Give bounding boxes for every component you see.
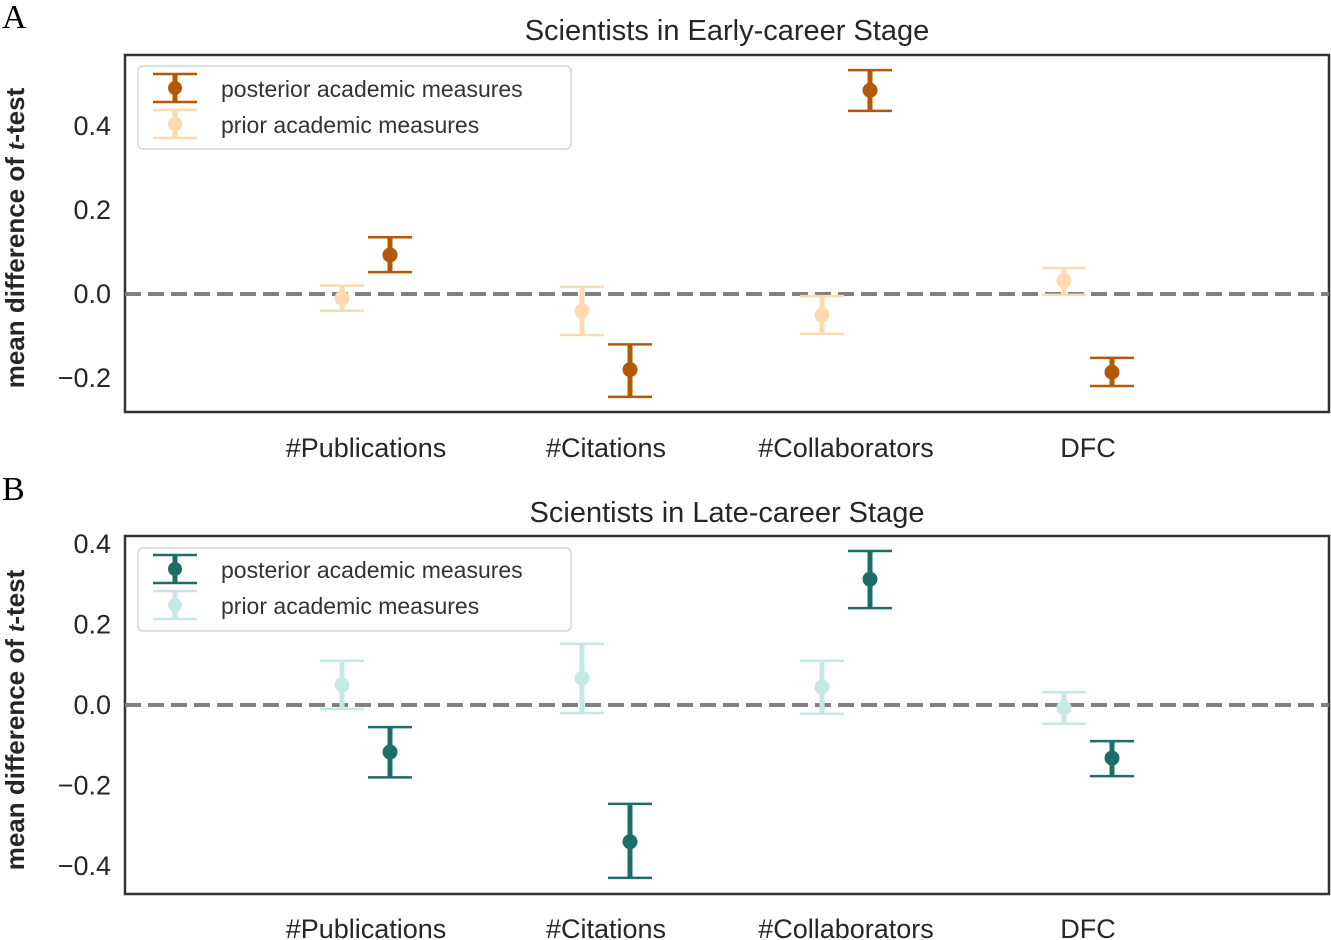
plot-area-a: −0.2 0.0 0.2 0.4 #Publications #Citations #Col…	[58, 53, 1331, 463]
legend-marker-prior-a	[153, 108, 197, 140]
legend-marker-posterior-a	[153, 72, 197, 104]
y-tick-label: −0.2	[58, 363, 111, 393]
y-tick-label: 0.2	[73, 195, 111, 225]
y-tick-label: −0.2	[58, 770, 111, 800]
plot-frame	[123, 53, 1331, 414]
plot-area-b: −0.4 −0.2 0.0 0.2 0.4 #Publications #Citations…	[58, 529, 1331, 940]
chart-title-a: Scientists in Early-career Stage	[525, 15, 930, 47]
y-tick-label: 0.0	[73, 279, 111, 309]
error-bar-point	[1042, 690, 1086, 726]
error-bar-point	[608, 343, 652, 399]
error-bar-point	[560, 285, 604, 337]
x-tick-label: #Publications	[286, 433, 447, 463]
error-bar-point	[560, 642, 604, 715]
y-tick-label: 0.4	[73, 111, 111, 141]
error-bar-point	[848, 68, 892, 113]
legend-label-posterior-a: posterior academic measures	[221, 76, 523, 102]
legend-label-prior-b: prior academic measures	[221, 593, 479, 619]
x-tick-label: #Publications	[286, 914, 447, 940]
panel-letter-a: A	[2, 0, 27, 36]
legend-b: posterior academic measures prior academ…	[137, 547, 572, 632]
y-tick-label: 0.0	[73, 690, 111, 720]
y-tick-label: 0.2	[73, 610, 111, 640]
error-bar-point	[1090, 356, 1134, 388]
panel-letter-b: B	[2, 471, 25, 508]
error-bar-point	[320, 659, 364, 711]
x-tick-label: #Collaborators	[758, 914, 934, 940]
error-bar-point	[848, 549, 892, 610]
error-bar-point	[608, 802, 652, 880]
legend-marker-posterior-b	[153, 553, 197, 585]
x-tick-label: DFC	[1060, 914, 1116, 940]
plot-frame	[123, 534, 1331, 896]
error-bar-point	[800, 294, 844, 336]
x-tick-label: #Citations	[546, 433, 666, 463]
error-bar-point	[1090, 739, 1134, 778]
y-tick-label: 0.4	[73, 529, 111, 559]
x-tick-label: #Citations	[546, 914, 666, 940]
error-bar-point	[320, 284, 364, 313]
y-axis-label-a: mean difference of t-test	[0, 87, 30, 388]
y-axis-label-b: mean difference of t-test	[0, 569, 30, 870]
chart-title-b: Scientists in Late-career Stage	[530, 497, 925, 529]
error-bar-point	[800, 659, 844, 716]
legend-label-prior-a: prior academic measures	[221, 112, 479, 138]
legend-a: posterior academic measures prior academ…	[137, 65, 572, 150]
legend-label-posterior-b: posterior academic measures	[221, 557, 523, 583]
x-tick-label: #Collaborators	[758, 433, 934, 463]
error-bar-point	[368, 725, 412, 779]
legend-marker-prior-b	[153, 589, 197, 621]
error-bar-point	[368, 236, 412, 274]
x-tick-label: DFC	[1060, 433, 1116, 463]
error-bar-point	[1042, 266, 1086, 297]
y-tick-label: −0.4	[58, 851, 111, 881]
